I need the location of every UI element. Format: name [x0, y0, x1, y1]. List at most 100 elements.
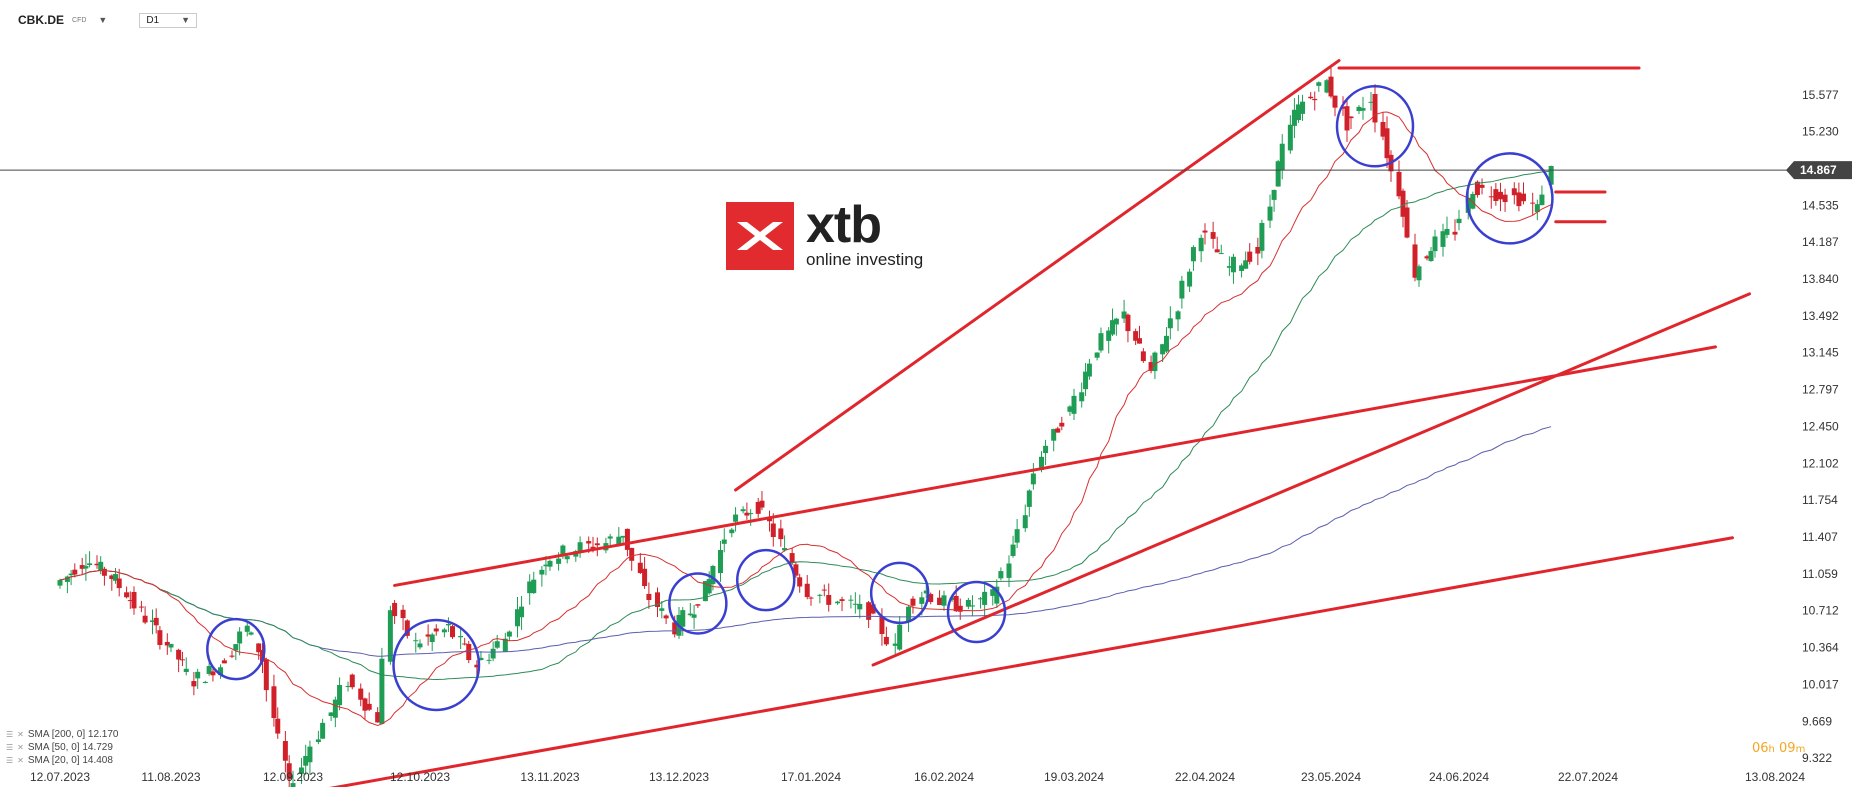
- highlight-circle[interactable]: [392, 618, 481, 712]
- candle-body: [1316, 82, 1322, 86]
- candle-body: [490, 648, 496, 659]
- highlight-circle[interactable]: [1335, 85, 1415, 168]
- candle-body: [429, 634, 435, 643]
- candle-body: [539, 569, 545, 575]
- candle-body: [72, 569, 78, 575]
- candle-body: [1051, 429, 1057, 441]
- symbol-dropdown-icon[interactable]: ▼: [98, 15, 108, 25]
- trendline[interactable]: [293, 536, 1734, 787]
- trendline[interactable]: [871, 292, 1751, 667]
- candle-body: [1110, 320, 1116, 335]
- candle-body: [1098, 333, 1104, 351]
- x-tick-label: 12.10.2023: [390, 770, 450, 784]
- highlight-circle[interactable]: [668, 572, 728, 635]
- candle-body: [1179, 280, 1185, 299]
- candle-body: [826, 595, 832, 605]
- candle-body: [1380, 122, 1386, 137]
- candle-body: [1440, 231, 1446, 247]
- candle-body: [1198, 237, 1204, 252]
- candle-body: [1140, 351, 1146, 362]
- settings-icon[interactable]: ☰: [6, 756, 14, 765]
- candle-body: [906, 606, 912, 622]
- trendline[interactable]: [393, 345, 1717, 587]
- highlight-circle[interactable]: [735, 548, 796, 612]
- x-tick-label: 12.07.2023: [30, 770, 90, 784]
- legend-item-sma200[interactable]: ☰ ✕ SMA [200, 0] 12.170: [6, 728, 119, 741]
- current-price-tag: 14.867: [1786, 161, 1852, 180]
- close-icon[interactable]: ✕: [17, 756, 24, 765]
- close-icon[interactable]: ✕: [17, 730, 24, 739]
- settings-icon[interactable]: ☰: [6, 730, 14, 739]
- settings-icon[interactable]: ☰: [6, 743, 14, 752]
- timer-h: h: [1768, 744, 1775, 755]
- y-tick-label: 14.535: [1802, 198, 1839, 212]
- candle-body: [127, 600, 133, 602]
- candle-body: [1106, 330, 1112, 341]
- sma-200-line: [59, 426, 1552, 657]
- candle-body: [375, 712, 381, 723]
- candle-body: [515, 609, 520, 627]
- candle-body: [83, 566, 89, 569]
- candle-body: [229, 655, 235, 657]
- candle-body: [1030, 473, 1036, 485]
- candle-body: [789, 553, 795, 564]
- y-tick-label: 10.712: [1802, 604, 1839, 618]
- candle-body: [101, 568, 107, 576]
- moving-averages-layer: [59, 111, 1552, 727]
- logo-word: xtb: [806, 196, 882, 254]
- candle-body: [770, 523, 776, 538]
- x-tick-label: 13.11.2023: [520, 770, 579, 784]
- candle-body: [417, 643, 423, 648]
- candle-body: [1416, 266, 1422, 281]
- candle-body: [564, 556, 570, 560]
- candle-body: [1086, 363, 1092, 377]
- candle-body: [150, 620, 155, 622]
- candle-body: [474, 664, 480, 668]
- candle-body: [607, 536, 613, 539]
- highlight-circle[interactable]: [946, 580, 1007, 644]
- candle-body: [1160, 344, 1166, 355]
- candle-body: [462, 643, 468, 645]
- candle-body: [1039, 456, 1044, 471]
- candle-body: [1226, 266, 1232, 268]
- candle-body: [94, 563, 100, 566]
- trendline[interactable]: [734, 59, 1341, 492]
- highlight-circles-layer: [206, 85, 1554, 712]
- candle-body: [1202, 230, 1208, 233]
- highlight-circle[interactable]: [206, 617, 266, 681]
- candle-body: [1328, 76, 1334, 97]
- candle-body: [328, 712, 334, 717]
- candle-body: [332, 699, 338, 718]
- candle-body: [691, 614, 697, 618]
- candle-body: [441, 629, 447, 633]
- candle-body: [659, 608, 665, 611]
- candle-body: [275, 718, 281, 734]
- candle-body: [183, 668, 189, 673]
- candle-body: [1014, 529, 1020, 543]
- candle-body: [1125, 314, 1131, 332]
- legend-item-sma50[interactable]: ☰ ✕ SMA [50, 0] 14.729: [6, 741, 119, 754]
- candle-body: [928, 594, 934, 603]
- candle-body: [793, 564, 799, 576]
- candle-body: [1291, 109, 1297, 126]
- candle-body: [1287, 124, 1293, 151]
- candle-body: [271, 686, 277, 719]
- highlight-circle[interactable]: [1465, 152, 1554, 245]
- close-icon[interactable]: ✕: [17, 743, 24, 752]
- candle-body: [560, 545, 566, 555]
- candle-body: [221, 660, 227, 664]
- candle-body: [206, 666, 212, 674]
- candle-body: [1071, 395, 1077, 414]
- candle-body: [1010, 544, 1016, 556]
- candle-body: [620, 535, 626, 538]
- candle-body: [733, 514, 739, 522]
- x-tick-label: 13.12.2023: [649, 770, 709, 784]
- timeframe-select[interactable]: D1 ▼: [139, 12, 198, 28]
- candle-body: [87, 563, 93, 565]
- highlight-circle[interactable]: [869, 561, 930, 625]
- candle-body: [870, 604, 876, 614]
- candle-body: [450, 626, 455, 638]
- candle-body: [142, 615, 148, 623]
- legend-item-sma20[interactable]: ☰ ✕ SMA [20, 0] 14.408: [6, 754, 119, 767]
